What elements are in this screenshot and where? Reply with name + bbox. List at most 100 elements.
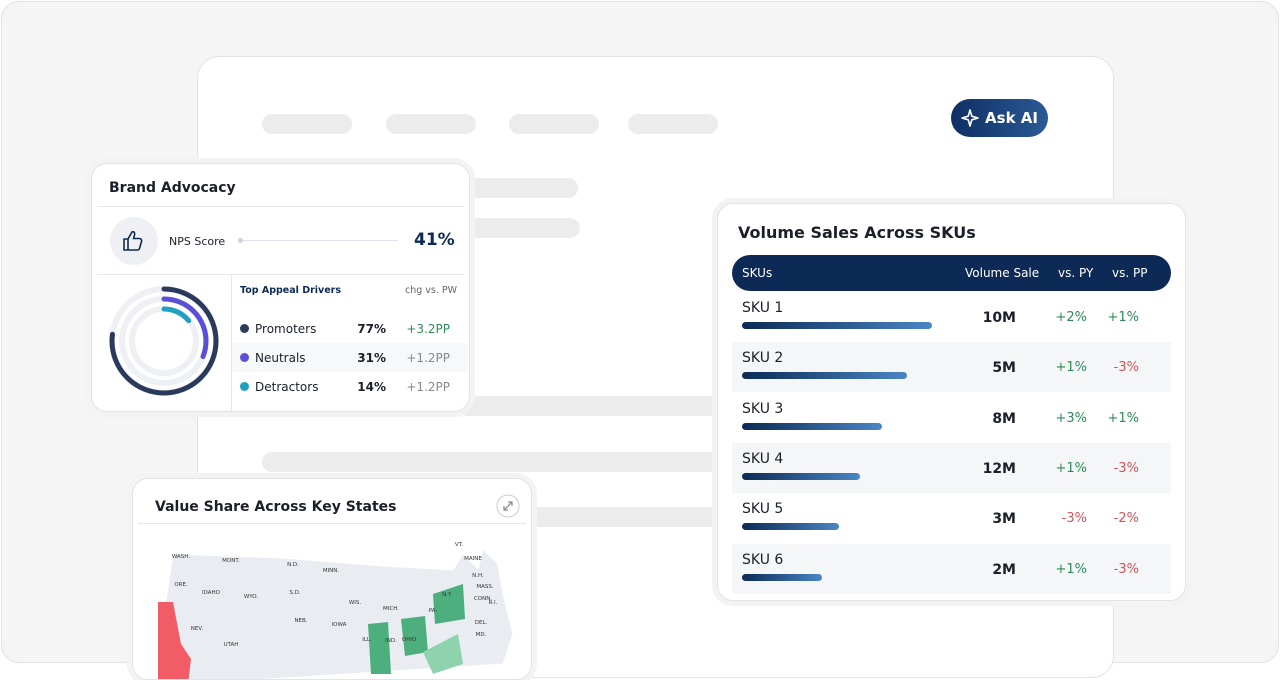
driver-change: +3.2PP: [406, 322, 450, 336]
driver-name: Detractors: [255, 380, 319, 394]
legend-dot: [240, 382, 249, 391]
state-label: MD.: [476, 632, 487, 638]
card-title: Brand Advocacy: [109, 180, 236, 196]
driver-value: 77%: [357, 322, 386, 336]
volume: 3M: [992, 511, 1016, 528]
sku-name: SKU 4: [742, 450, 784, 467]
ask-ai-button[interactable]: Ask AI: [951, 99, 1048, 137]
driver-name: Promoters: [255, 322, 317, 336]
vs-py: +2%: [1055, 310, 1087, 325]
state-label: WASH.: [172, 554, 190, 560]
table-row: SKU 4 12M +1% -3%: [732, 442, 1171, 493]
drivers-title: Top Appeal Drivers: [240, 285, 342, 296]
state-label: ILL.: [362, 637, 372, 643]
state-label: IDAHO: [202, 590, 221, 596]
state-label: ORE.: [174, 582, 188, 588]
placeholder: [386, 114, 476, 134]
divider: [97, 274, 464, 275]
state-label: MASS.: [476, 584, 493, 590]
placeholder: [458, 396, 728, 416]
us-map: WASH. MONT. N.D. MINN. IDAHO WYO. S.D. WIS. MICH…: [157, 542, 514, 679]
vs-pp: -2%: [1113, 511, 1139, 527]
nps-track: [240, 240, 398, 241]
card-title: Value Share Across Key States: [155, 499, 397, 515]
change-header: chg vs. PW: [404, 285, 457, 296]
value-share-card: Value Share Across Key States WASH. MONT.…: [132, 478, 532, 680]
driver-row: Neutrals 31% +1.2PP: [232, 343, 468, 372]
volume: 10M: [982, 310, 1016, 326]
volume: 12M: [982, 460, 1016, 477]
state-label: NEV.: [191, 626, 204, 632]
state-label: WYO.: [244, 594, 259, 600]
state-label: N.H.: [472, 573, 484, 579]
sku-bar: [742, 523, 839, 531]
table-row: SKU 3 8M +3% +1%: [732, 392, 1171, 443]
state-label: CONN.: [474, 596, 492, 602]
driver-row: Detractors 14% +1.2PP: [232, 372, 468, 401]
thumb-icon: [110, 217, 158, 265]
driver-change: +1.2PP: [406, 380, 450, 394]
state-label: OHIO: [402, 637, 417, 643]
table-row: SKU 1 10M +2% +1%: [732, 292, 1171, 342]
driver-value: 14%: [357, 380, 386, 394]
vs-py: +3%: [1055, 410, 1087, 426]
legend-dot: [240, 324, 249, 333]
volume-sales-card: Volume Sales Across SKUs SKUs Volume Sale…: [717, 203, 1186, 601]
sku-bar: [742, 372, 907, 380]
sku-name: SKU 3: [742, 400, 784, 417]
nps-label: NPS Score: [169, 235, 226, 248]
sku-bar: [742, 573, 822, 581]
nps-value: 41%: [414, 230, 455, 250]
column-header: Volume Sale: [965, 266, 1040, 280]
state-label: MINN.: [323, 568, 340, 574]
state-label: IOWA: [332, 622, 347, 628]
state-label: MONT.: [222, 558, 240, 564]
sku-name: SKU 5: [742, 501, 784, 518]
driver-name: Neutrals: [255, 351, 306, 365]
donut-arc: [119, 296, 209, 386]
column-header: vs. PY: [1058, 266, 1094, 280]
vs-py: -3%: [1061, 511, 1087, 527]
sku-name: SKU 6: [742, 551, 784, 568]
table-row: SKU 2 5M +1% -3%: [732, 342, 1171, 393]
placeholder: [509, 114, 599, 134]
state-label: S.D.: [289, 590, 300, 596]
sparkle-icon: [961, 109, 979, 127]
column-header: SKUs: [742, 266, 773, 280]
divider: [231, 275, 232, 411]
vs-py: +1%: [1055, 460, 1087, 476]
vs-py: +1%: [1055, 561, 1087, 577]
driver-change: +1.2PP: [406, 351, 450, 365]
driver-row: Promoters 77% +3.2PP: [232, 314, 468, 343]
vs-pp: +1%: [1107, 310, 1139, 325]
state-label: PA.: [429, 608, 438, 614]
donut-chart: [109, 286, 219, 396]
state-label: NEB.: [294, 618, 307, 624]
state-label: N.D.: [287, 562, 299, 568]
sku-bar: [742, 472, 860, 480]
driver-value: 31%: [357, 351, 386, 365]
vs-pp: -3%: [1113, 360, 1139, 376]
placeholder: [262, 452, 728, 472]
button-label: Ask AI: [985, 109, 1038, 127]
placeholder: [628, 114, 718, 134]
placeholder: [458, 178, 578, 198]
state-label: MICH.: [383, 606, 399, 612]
table-row: SKU 6 2M +1% -3%: [732, 543, 1171, 594]
state-label: VT.: [455, 542, 463, 548]
vs-pp: -3%: [1113, 460, 1139, 476]
sku-name: SKU 2: [742, 350, 784, 367]
vs-py: +1%: [1055, 360, 1087, 376]
state-label: UTAH: [224, 642, 239, 648]
sku-bar: [742, 422, 882, 430]
state-label: R.I.: [489, 600, 498, 606]
placeholder: [262, 114, 352, 134]
brand-advocacy-card: Brand Advocacy NPS Score 41% Top Appeal …: [91, 163, 470, 412]
nps-knob: [238, 238, 243, 243]
vs-pp: +1%: [1107, 410, 1139, 426]
card-title: Volume Sales Across SKUs: [738, 223, 976, 242]
expand-icon[interactable]: [496, 494, 520, 518]
table-row: SKU 5 3M -3% -2%: [732, 493, 1171, 544]
vs-pp: -3%: [1113, 561, 1139, 577]
